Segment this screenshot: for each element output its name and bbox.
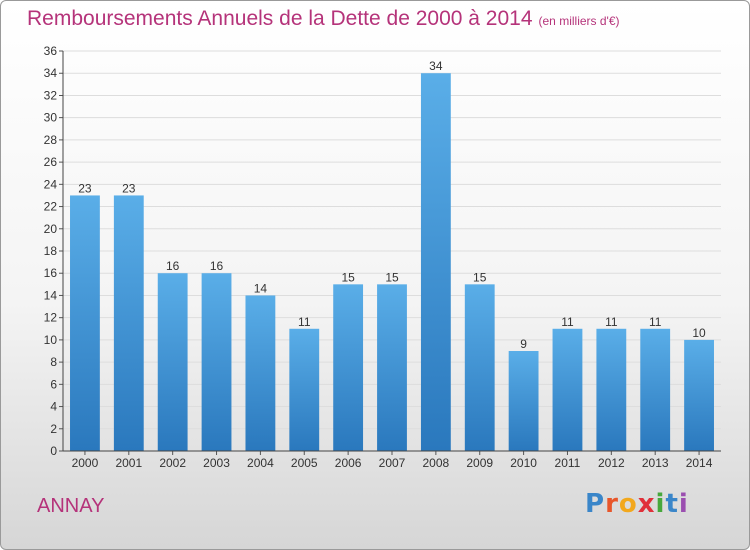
y-tick-label: 6 bbox=[50, 377, 57, 391]
y-tick-label: 34 bbox=[44, 66, 58, 80]
x-tick-label: 2001 bbox=[115, 456, 142, 470]
data-label-2013: 11 bbox=[649, 315, 662, 329]
x-tick-label: 2011 bbox=[555, 456, 581, 470]
bar-2000 bbox=[70, 195, 100, 451]
x-axis-ticks: 2000 2001 2002 2003 2004 2005 2006 2007 2008 2009… bbox=[72, 451, 713, 470]
y-tick-label: 24 bbox=[44, 177, 58, 191]
y-tick-label: 4 bbox=[50, 400, 57, 414]
bar-2011 bbox=[552, 328, 583, 451]
y-tick-label: 28 bbox=[44, 133, 58, 147]
bar-2012 bbox=[596, 328, 627, 451]
x-tick-label: 2000 bbox=[72, 456, 99, 470]
commune-name: ANNAY bbox=[37, 495, 105, 517]
chart-unit: (en milliers d'€) bbox=[538, 14, 620, 28]
chart-title-text: Remboursements Annuels de la Dette de 20… bbox=[27, 7, 533, 30]
x-tick-label: 2004 bbox=[247, 456, 274, 470]
y-tick-label: 12 bbox=[44, 311, 58, 325]
axes bbox=[62, 51, 721, 452]
data-labels: 23 23 16 16 14 11 15 15 34 15 9 11 11 11 10 bbox=[78, 59, 706, 351]
bar-2009 bbox=[464, 284, 495, 451]
bar-2014 bbox=[684, 339, 714, 451]
y-tick-label: 2 bbox=[50, 422, 57, 436]
y-tick-label: 16 bbox=[44, 266, 58, 280]
y-tick-label: 18 bbox=[44, 244, 58, 258]
y-tick-label: 10 bbox=[44, 333, 58, 347]
bar-2006 bbox=[333, 284, 364, 451]
bars bbox=[70, 73, 714, 451]
y-tick-label: 32 bbox=[44, 88, 58, 102]
bar-2007 bbox=[377, 284, 407, 451]
data-label-2010: 9 bbox=[520, 337, 527, 351]
proxiti-logo: Proxiti bbox=[585, 489, 689, 519]
data-label-2004: 14 bbox=[254, 281, 268, 295]
y-tick-label: 0 bbox=[50, 444, 57, 458]
bar-2001 bbox=[113, 195, 144, 451]
y-tick-label: 20 bbox=[44, 222, 58, 236]
x-tick-label: 2007 bbox=[379, 456, 406, 470]
x-tick-label: 2003 bbox=[203, 456, 230, 470]
y-tick-label: 22 bbox=[44, 200, 58, 214]
data-label-2008: 34 bbox=[429, 59, 443, 73]
y-tick-label: 30 bbox=[44, 111, 58, 125]
data-label-2003: 16 bbox=[210, 259, 224, 273]
bar-2003 bbox=[201, 273, 232, 451]
data-label-2001: 23 bbox=[122, 181, 136, 195]
y-tick-label: 14 bbox=[44, 288, 58, 302]
x-tick-label: 2009 bbox=[466, 456, 493, 470]
chart-title: Remboursements Annuels de la Dette de 20… bbox=[27, 7, 620, 31]
x-tick-label: 2013 bbox=[642, 456, 669, 470]
x-tick-label: 2008 bbox=[423, 456, 450, 470]
data-label-2009: 15 bbox=[473, 270, 487, 284]
bar-2008 bbox=[420, 73, 451, 451]
data-label-2006: 15 bbox=[341, 270, 355, 284]
bar-2013 bbox=[640, 328, 671, 451]
bar-2010 bbox=[508, 351, 539, 451]
x-tick-label: 2005 bbox=[291, 456, 318, 470]
x-tick-label: 2002 bbox=[159, 456, 186, 470]
data-label-2000: 23 bbox=[78, 181, 92, 195]
data-label-2011: 11 bbox=[561, 315, 574, 329]
data-label-2007: 15 bbox=[385, 270, 399, 284]
bar-2005 bbox=[289, 328, 320, 451]
data-label-2012: 11 bbox=[605, 315, 618, 329]
x-tick-label: 2014 bbox=[686, 456, 713, 470]
x-tick-label: 2006 bbox=[335, 456, 362, 470]
data-label-2005: 11 bbox=[298, 315, 311, 329]
y-tick-label: 26 bbox=[44, 155, 58, 169]
y-tick-label: 36 bbox=[44, 44, 58, 58]
data-label-2002: 16 bbox=[166, 259, 180, 273]
y-tick-label: 8 bbox=[50, 355, 57, 369]
bar-2002 bbox=[157, 273, 188, 451]
data-label-2014: 10 bbox=[692, 326, 706, 340]
x-tick-label: 2012 bbox=[598, 456, 625, 470]
x-tick-label: 2010 bbox=[510, 456, 537, 470]
bar-2004 bbox=[245, 295, 276, 451]
